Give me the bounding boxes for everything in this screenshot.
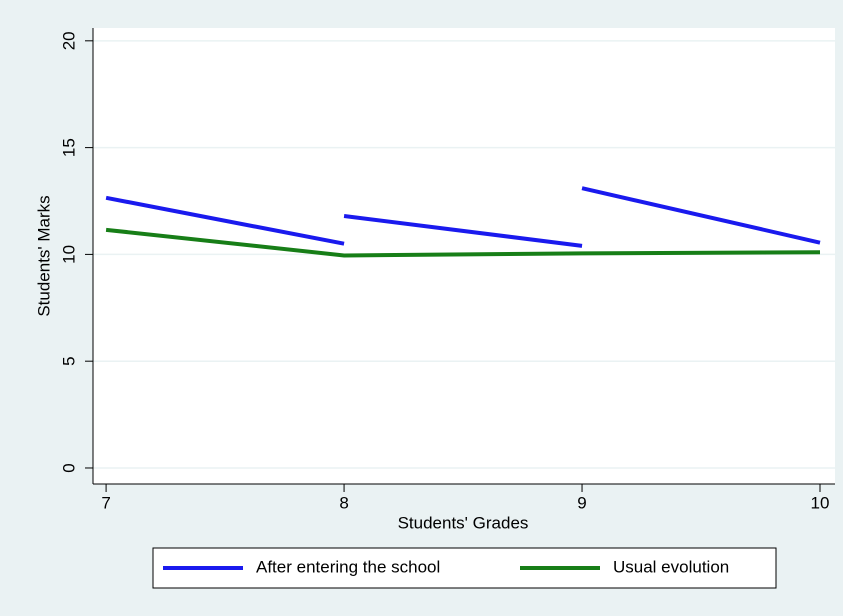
y-tick-label: 20: [59, 31, 78, 50]
x-tick-label: 9: [577, 493, 586, 512]
x-axis-title: Students' Grades: [398, 513, 529, 532]
legend-label: After entering the school: [256, 557, 440, 576]
y-axis-title: Students' Marks: [34, 195, 53, 316]
legend-box: [152, 547, 777, 589]
legend-label: Usual evolution: [613, 557, 729, 576]
x-tick-label: 8: [339, 493, 348, 512]
series-line: [105, 186, 821, 248]
series-line: [105, 227, 821, 258]
y-tick-label: 5: [59, 356, 78, 365]
y-tick-label: 0: [59, 463, 78, 472]
y-tick-label: 10: [59, 245, 78, 264]
y-tick-label: 15: [59, 138, 78, 157]
x-tick-label: 10: [811, 493, 830, 512]
x-tick-label: 7: [101, 493, 110, 512]
